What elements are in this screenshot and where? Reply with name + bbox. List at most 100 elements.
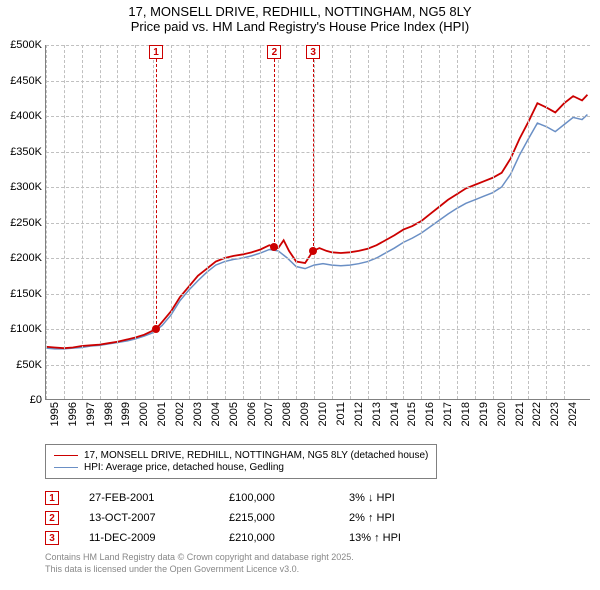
y-tick-label: £400K [0, 110, 42, 122]
y-tick-label: £0 [0, 394, 42, 406]
gridline-v [350, 45, 351, 399]
gridline-v [332, 45, 333, 399]
gridline-v [368, 45, 369, 399]
x-tick-label: 1996 [67, 402, 79, 434]
x-tick-label: 2024 [567, 402, 579, 434]
gridline-v [207, 45, 208, 399]
marker-dot [270, 243, 278, 251]
row-pct: 2% ↑ HPI [349, 512, 449, 524]
x-tick-label: 2016 [424, 402, 436, 434]
plot-area: 1 2 3 [45, 45, 590, 400]
row-date: 27-FEB-2001 [89, 492, 229, 504]
gridline-h [46, 81, 590, 82]
marker-box: 2 [267, 45, 281, 59]
x-tick-label: 2015 [406, 402, 418, 434]
y-tick-label: £300K [0, 181, 42, 193]
row-price: £215,000 [229, 512, 349, 524]
x-tick-label: 2012 [353, 402, 365, 434]
transactions-table: 127-FEB-2001£100,0003% ↓ HPI213-OCT-2007… [45, 488, 449, 548]
x-tick-label: 2011 [335, 402, 347, 434]
x-tick-label: 2020 [496, 402, 508, 434]
x-tick-label: 2010 [317, 402, 329, 434]
gridline-v [82, 45, 83, 399]
y-tick-label: £150K [0, 288, 42, 300]
gridline-h [46, 223, 590, 224]
x-tick-label: 2004 [210, 402, 222, 434]
legend: 17, MONSELL DRIVE, REDHILL, NOTTINGHAM, … [45, 444, 437, 479]
attribution-line2: This data is licensed under the Open Gov… [45, 564, 354, 576]
x-tick-label: 2008 [281, 402, 293, 434]
gridline-v [386, 45, 387, 399]
x-tick-label: 2019 [478, 402, 490, 434]
x-tick-label: 2022 [531, 402, 543, 434]
row-number: 1 [45, 491, 59, 505]
y-tick-label: £450K [0, 75, 42, 87]
gridline-h [46, 294, 590, 295]
gridline-v [46, 45, 47, 399]
row-price: £210,000 [229, 532, 349, 544]
gridline-v [528, 45, 529, 399]
gridline-h [46, 152, 590, 153]
x-tick-label: 2007 [263, 402, 275, 434]
x-tick-label: 2001 [156, 402, 168, 434]
marker-dot [152, 325, 160, 333]
legend-swatch [54, 467, 78, 468]
x-tick-label: 2013 [371, 402, 383, 434]
x-tick-label: 2002 [174, 402, 186, 434]
gridline-v [153, 45, 154, 399]
x-tick-label: 1999 [120, 402, 132, 434]
gridline-v [546, 45, 547, 399]
attribution: Contains HM Land Registry data © Crown c… [45, 552, 354, 575]
gridline-v [403, 45, 404, 399]
gridline-h [46, 365, 590, 366]
gridline-v [314, 45, 315, 399]
gridline-v [260, 45, 261, 399]
figure-container: 17, MONSELL DRIVE, REDHILL, NOTTINGHAM, … [0, 0, 600, 590]
x-tick-label: 2009 [299, 402, 311, 434]
gridline-v [117, 45, 118, 399]
title-line2: Price paid vs. HM Land Registry's House … [0, 19, 600, 34]
gridline-v [64, 45, 65, 399]
legend-row: 17, MONSELL DRIVE, REDHILL, NOTTINGHAM, … [54, 450, 428, 461]
gridline-v [135, 45, 136, 399]
y-tick-label: £50K [0, 359, 42, 371]
marker-box: 3 [306, 45, 320, 59]
y-tick-label: £250K [0, 217, 42, 229]
y-tick-label: £500K [0, 39, 42, 51]
x-tick-label: 2005 [228, 402, 240, 434]
x-tick-label: 2021 [514, 402, 526, 434]
gridline-v [225, 45, 226, 399]
row-number: 2 [45, 511, 59, 525]
table-row: 2 13-OCT-2007£215,0002% ↑ HPI [45, 508, 449, 528]
gridline-h [46, 258, 590, 259]
x-tick-label: 2003 [192, 402, 204, 434]
gridline-v [475, 45, 476, 399]
gridline-v [439, 45, 440, 399]
series-hpi [46, 115, 587, 349]
chart-area: 123 £0£50K£100K£150K£200K£250K£300K£350K… [0, 40, 600, 440]
y-tick-label: £200K [0, 252, 42, 264]
x-tick-label: 1995 [49, 402, 61, 434]
row-pct: 13% ↑ HPI [349, 532, 449, 544]
row-date: 13-OCT-2007 [89, 512, 229, 524]
x-tick-label: 2006 [246, 402, 258, 434]
table-row: 311-DEC-2009£210,00013% ↑ HPI [45, 528, 449, 548]
legend-label: HPI: Average price, detached house, Gedl… [84, 462, 284, 473]
row-number: 3 [45, 531, 59, 545]
marker-line [274, 59, 275, 247]
x-tick-label: 1998 [103, 402, 115, 434]
gridline-v [564, 45, 565, 399]
marker-box: 1 [149, 45, 163, 59]
title-line1: 17, MONSELL DRIVE, REDHILL, NOTTINGHAM, … [0, 4, 600, 19]
gridline-v [100, 45, 101, 399]
legend-label: 17, MONSELL DRIVE, REDHILL, NOTTINGHAM, … [84, 450, 428, 461]
row-price: £100,000 [229, 492, 349, 504]
gridline-v [171, 45, 172, 399]
gridline-h [46, 116, 590, 117]
title-block: 17, MONSELL DRIVE, REDHILL, NOTTINGHAM, … [0, 0, 600, 36]
x-tick-label: 2014 [389, 402, 401, 434]
x-tick-label: 2018 [460, 402, 472, 434]
legend-swatch [54, 455, 78, 456]
attribution-line1: Contains HM Land Registry data © Crown c… [45, 552, 354, 564]
gridline-v [243, 45, 244, 399]
